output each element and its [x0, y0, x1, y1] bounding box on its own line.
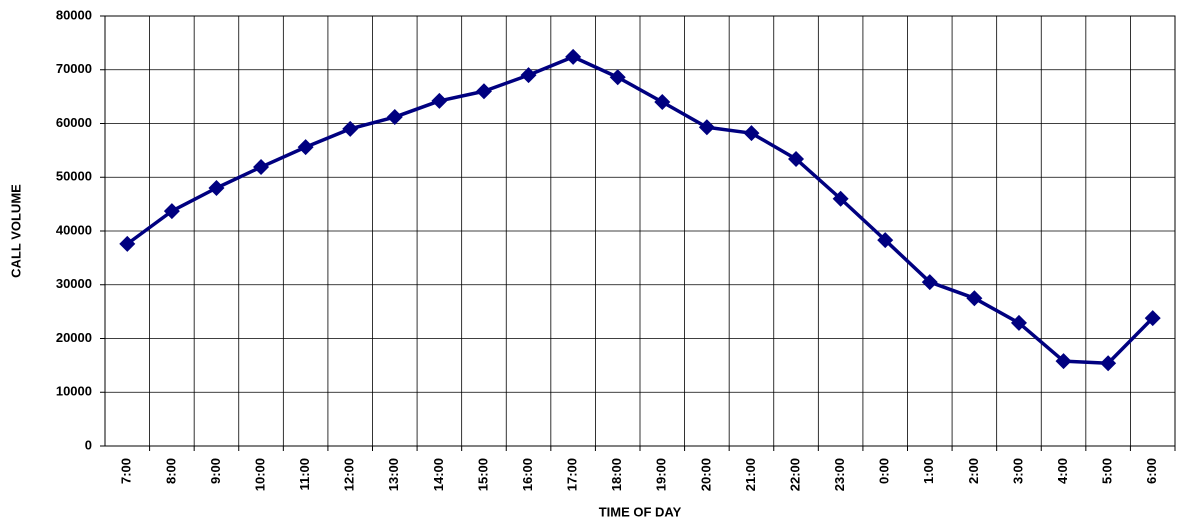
x-tick-label: 9:00 — [208, 458, 223, 484]
marker — [163, 203, 180, 220]
x-tick-label: 1:00 — [921, 458, 936, 484]
y-tick-label: 80000 — [56, 7, 92, 22]
marker — [609, 69, 626, 86]
x-tick-label: 6:00 — [1144, 458, 1159, 484]
x-tick-label: 22:00 — [787, 458, 802, 491]
x-tick-label: 3:00 — [1010, 458, 1025, 484]
marker — [119, 235, 136, 252]
x-tick-label: 12:00 — [342, 458, 357, 491]
x-tick-label: 2:00 — [966, 458, 981, 484]
y-tick-label: 20000 — [56, 330, 92, 345]
x-axis-label: TIME OF DAY — [599, 504, 682, 519]
marker — [1010, 314, 1027, 331]
marker — [654, 94, 671, 110]
y-tick-label: 30000 — [56, 276, 92, 291]
marker — [386, 109, 403, 126]
x-tick-label: 19:00 — [654, 458, 669, 491]
y-tick-label: 50000 — [56, 169, 92, 184]
marker — [1055, 353, 1072, 370]
x-tick-label: 21:00 — [743, 458, 758, 491]
x-tick-label: 20:00 — [698, 458, 713, 491]
x-tick-label: 5:00 — [1100, 458, 1115, 484]
marker — [743, 125, 760, 142]
y-tick-label: 10000 — [56, 384, 92, 399]
marker — [921, 274, 938, 291]
x-tick-label: 14:00 — [431, 458, 446, 491]
x-tick-label: 15:00 — [475, 458, 490, 491]
marker — [788, 150, 805, 167]
y-tick-label: 70000 — [56, 61, 92, 76]
marker — [832, 190, 849, 207]
marker — [1100, 355, 1117, 372]
marker — [342, 120, 359, 137]
x-tick-label: 8:00 — [163, 458, 178, 484]
marker — [475, 83, 492, 100]
marker — [431, 92, 448, 109]
x-tick-label: 18:00 — [609, 458, 624, 491]
marker — [565, 48, 582, 65]
x-tick-label: 17:00 — [565, 458, 580, 491]
x-tick-label: 4:00 — [1055, 458, 1070, 484]
x-tick-label: 10:00 — [252, 458, 267, 491]
marker — [877, 232, 894, 249]
marker — [253, 159, 270, 176]
marker — [297, 139, 314, 156]
marker — [208, 180, 225, 196]
y-tick-label: 0 — [85, 437, 92, 452]
line — [126, 55, 1154, 365]
marker — [966, 290, 983, 307]
x-tick-label: 11:00 — [297, 458, 312, 491]
x-tick-label: 0:00 — [877, 458, 892, 484]
y-tick-label: 60000 — [56, 115, 92, 130]
x-tick-label: 7:00 — [119, 458, 134, 484]
marker — [1144, 310, 1161, 327]
marker — [698, 119, 715, 136]
y-tick-label: 40000 — [56, 222, 92, 237]
y-axis-label: CALL VOLUME — [8, 184, 23, 278]
x-tick-label: 23:00 — [832, 458, 847, 491]
marker — [520, 67, 537, 84]
x-tick-label: 13:00 — [386, 458, 401, 491]
x-tick-label: 16:00 — [520, 458, 535, 491]
